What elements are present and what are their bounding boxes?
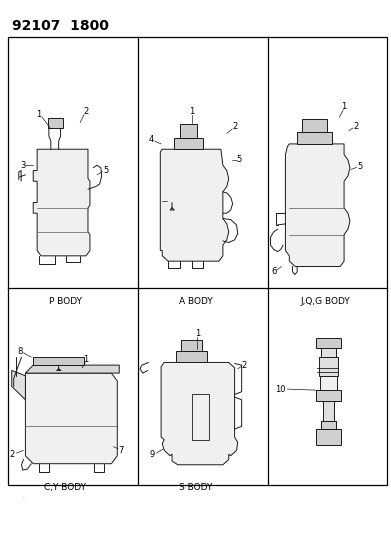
Text: P BODY: P BODY (49, 297, 82, 305)
Text: 2: 2 (242, 361, 247, 369)
Text: 2: 2 (232, 123, 237, 131)
Polygon shape (25, 373, 117, 464)
Bar (323, 401, 334, 421)
Text: J,Q,G BODY: J,Q,G BODY (301, 297, 351, 305)
Polygon shape (161, 362, 238, 465)
Text: 7: 7 (118, 446, 124, 455)
Polygon shape (285, 144, 350, 266)
Bar (319, 357, 338, 376)
Text: 5: 5 (237, 156, 242, 164)
Text: 6: 6 (271, 268, 276, 276)
Text: 8: 8 (18, 348, 23, 356)
Polygon shape (33, 149, 90, 256)
Text: 2: 2 (10, 450, 15, 458)
Bar (48, 118, 63, 128)
Bar (320, 376, 337, 390)
Polygon shape (12, 370, 25, 400)
Text: S BODY: S BODY (179, 483, 212, 492)
Text: 1: 1 (36, 110, 42, 119)
Text: 5: 5 (103, 166, 108, 175)
Bar (192, 394, 209, 440)
Polygon shape (160, 149, 229, 261)
Text: 1: 1 (189, 108, 194, 116)
Text: 1: 1 (83, 356, 89, 364)
Text: 92107  1800: 92107 1800 (12, 19, 109, 33)
Bar (180, 124, 197, 138)
Bar (176, 351, 207, 362)
Bar (297, 132, 332, 144)
Bar (181, 340, 202, 351)
Bar (302, 119, 327, 132)
Text: A BODY: A BODY (179, 297, 212, 305)
Text: 10: 10 (276, 385, 286, 393)
Bar (174, 138, 203, 149)
Text: 1: 1 (341, 102, 346, 111)
Polygon shape (33, 357, 84, 365)
Bar (316, 429, 341, 445)
Bar (8, 37, 387, 485)
Text: 1: 1 (195, 329, 200, 337)
Text: ·: · (22, 494, 25, 503)
Bar (316, 390, 341, 401)
Bar (316, 338, 341, 348)
Text: 9: 9 (150, 450, 155, 458)
Polygon shape (25, 365, 119, 373)
Text: 2: 2 (83, 108, 89, 116)
Text: 3: 3 (20, 161, 25, 169)
Bar (321, 348, 336, 357)
Text: C,Y BODY: C,Y BODY (44, 483, 86, 492)
Bar (321, 421, 336, 429)
Text: 5: 5 (357, 162, 362, 171)
Text: 2: 2 (353, 123, 359, 131)
Text: 4: 4 (149, 135, 154, 144)
